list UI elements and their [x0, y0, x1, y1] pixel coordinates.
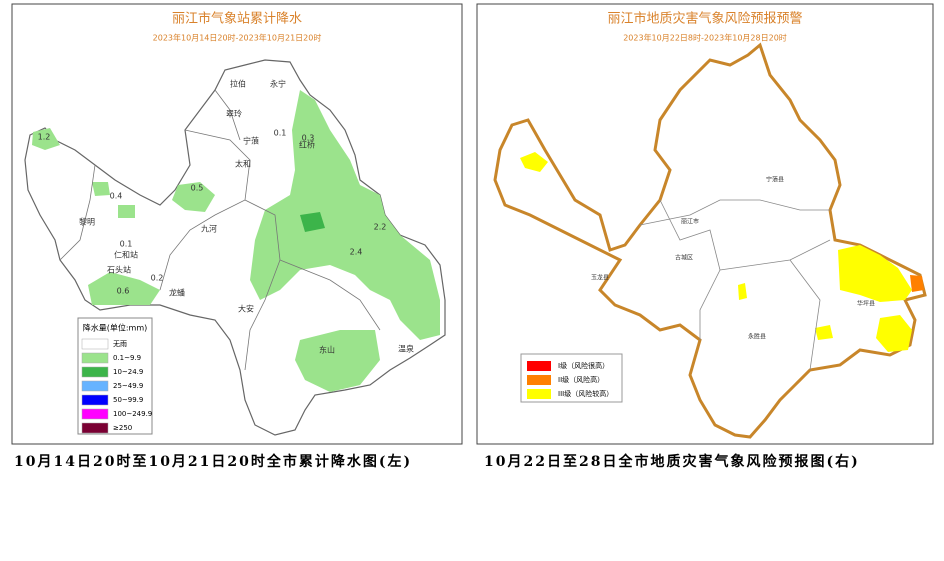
place-label: 翠玲: [226, 109, 242, 119]
place-label: 仁和站: [114, 250, 138, 260]
place-label: 东山: [319, 345, 335, 355]
rain-value: 1.2: [38, 133, 51, 142]
county-label: 古城区: [675, 254, 693, 262]
legend-swatch: [527, 375, 551, 385]
legend-swatch: [81, 408, 109, 420]
caption: 10月14日20时至10月21日20时全市累计降水图(左): [14, 453, 412, 470]
rain-value: 0.3: [302, 134, 315, 143]
rain-area-heavy: [300, 212, 325, 232]
legend-label: 100~249.9: [113, 410, 152, 418]
risk-area-orange: [910, 275, 924, 292]
county-label: 永胜县: [748, 333, 766, 341]
legend-label: 0.1~9.9: [113, 354, 141, 362]
rain-value: 2.2: [374, 223, 387, 232]
place-label: 太和: [235, 159, 251, 169]
left-subtitle: 2023年10月14日20时-2023年10月21日20时: [153, 33, 322, 43]
place-label: 温泉: [398, 344, 414, 354]
rain-value: 0.5: [191, 184, 204, 193]
rain-areas: [32, 90, 440, 392]
risk-areas: [520, 152, 912, 352]
legend-label: I级（风险很高）: [558, 361, 609, 370]
left-boundaries: [59, 89, 381, 371]
legend-swatch: [527, 389, 551, 399]
place-label: 永宁: [270, 79, 286, 89]
rain-value: 0.1: [274, 129, 287, 138]
rain-value: 0.4: [110, 192, 123, 201]
right-subtitle: 2023年10月22日8时-2023年10月28日20时: [623, 33, 787, 43]
place-label: 黎明: [79, 217, 95, 227]
legend-label: 10~24.9: [113, 368, 143, 376]
legend-swatch: [81, 366, 109, 378]
rain-value: 0.2: [151, 274, 164, 283]
place-label: 大安: [238, 304, 254, 314]
caption: 10月22日至28日全市地质灾害气象风险预报图(右): [484, 453, 860, 470]
rain-value: 0.6: [117, 287, 130, 296]
place-label: 红桥: [299, 140, 315, 150]
legend-swatch: [81, 422, 109, 434]
place-label: 宁蒗: [243, 136, 259, 146]
place-label: 石头站: [107, 265, 131, 275]
legend-label: III级（风险较高）: [558, 389, 613, 398]
rain-value: 0.1: [120, 240, 133, 249]
right-title: 丽江市地质灾害气象风险预报预警: [607, 11, 802, 27]
rain-value: 2.4: [350, 248, 363, 257]
legend-swatch: [81, 338, 109, 350]
county-label: 玉龙县: [591, 274, 609, 282]
legend-label: 无雨: [113, 340, 127, 348]
legend-swatch: [527, 361, 551, 371]
right-boundaries: [639, 199, 831, 371]
legend-label: 50~99.9: [113, 396, 143, 404]
legend-swatch: [81, 394, 109, 406]
left-title: 丽江市气象站累计降水: [172, 11, 302, 27]
legend-swatch: [81, 380, 109, 392]
place-label: 九河: [201, 224, 217, 234]
legend-swatch: [81, 352, 109, 364]
legend-label: II级（风险高）: [558, 375, 604, 384]
place-label: 龙蟠: [169, 288, 185, 298]
county-label: 宁蒗县: [766, 176, 784, 184]
legend-label: ≥250: [113, 424, 132, 432]
county-label: 丽江市: [681, 218, 699, 226]
place-label: 拉伯: [230, 79, 246, 89]
legend-label: 25~49.9: [113, 382, 143, 390]
legend-title: 降水量(单位:mm): [83, 323, 148, 333]
county-label: 华坪县: [857, 300, 875, 308]
